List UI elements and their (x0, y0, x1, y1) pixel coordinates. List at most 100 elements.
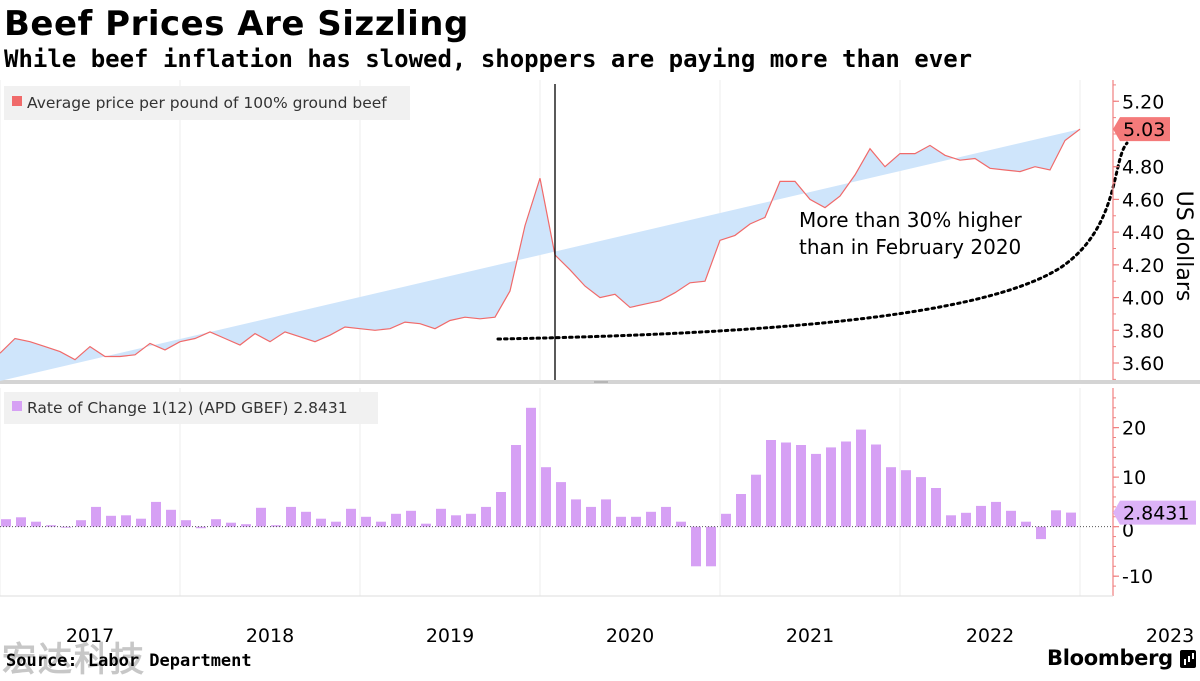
roc-bar (121, 515, 131, 527)
roc-last-value-label: 2.8431 (1123, 503, 1189, 525)
roc-bar (631, 516, 641, 527)
roc-bar (211, 519, 221, 527)
roc-bar (796, 445, 806, 527)
x-tick-label: 2021 (786, 625, 834, 647)
roc-bar (931, 488, 941, 527)
roc-bar (286, 506, 296, 527)
x-tick-label: 2020 (606, 625, 654, 647)
price-y-tick-label: 4.20 (1122, 255, 1164, 277)
roc-bar (271, 525, 281, 527)
annotation-line: More than 30% higher (799, 208, 1022, 232)
roc-bar (961, 512, 971, 527)
price-legend-swatch (12, 96, 22, 106)
roc-bar (256, 507, 266, 527)
price-legend-box (4, 86, 410, 120)
roc-bar (46, 525, 56, 527)
roc-bar (736, 494, 746, 527)
roc-bar (316, 518, 326, 527)
price-y-tick-label: 4.60 (1122, 189, 1164, 211)
roc-bar (691, 526, 701, 567)
price-y-tick-label: 5.20 (1122, 91, 1164, 113)
roc-y-tick-label: 0 (1122, 520, 1134, 542)
roc-y-tick-label: 10 (1122, 467, 1146, 489)
roc-bar (826, 447, 836, 527)
roc-bar (481, 506, 491, 527)
chart-title: Beef Prices Are Sizzling (4, 4, 469, 44)
roc-bar (391, 513, 401, 527)
roc-bar (1021, 521, 1031, 527)
roc-bar (106, 515, 116, 527)
roc-bar (646, 511, 656, 527)
roc-bar (946, 515, 956, 527)
roc-bar (676, 521, 686, 527)
roc-bar (1006, 510, 1016, 527)
chart-badge-icon (1180, 650, 1196, 668)
roc-bar (181, 520, 191, 527)
roc-last-value-badge (1113, 500, 1196, 525)
price-y-tick-label: 3.80 (1122, 320, 1164, 342)
source-note: Source: Labor Department (6, 651, 252, 671)
price-y-tick-label: 4.40 (1122, 222, 1164, 244)
roc-bar (811, 453, 821, 527)
price-y-tick-label: 4.80 (1122, 157, 1164, 179)
roc-bar (571, 499, 581, 527)
roc-bar (421, 523, 431, 527)
chart-subtitle: While beef inflation has slowed, shopper… (4, 45, 973, 73)
price-y-tick-label: 4.00 (1122, 288, 1164, 310)
roc-legend-swatch (12, 401, 22, 411)
roc-bar (361, 516, 371, 527)
roc-bar (91, 506, 101, 527)
roc-bar (1, 519, 11, 527)
roc-bar (706, 526, 716, 567)
roc-bar (136, 518, 146, 527)
roc-bar (406, 510, 416, 527)
roc-bar (886, 467, 896, 527)
annotation-line: than in February 2020 (799, 235, 1021, 259)
price-series-line (0, 128, 1081, 361)
roc-bar (331, 521, 341, 527)
roc-bar (991, 501, 1001, 527)
roc-bar (151, 501, 161, 527)
roc-bar (436, 508, 446, 527)
roc-bar (856, 429, 866, 527)
price-y-tick-label: 3.60 (1122, 353, 1164, 375)
roc-bar (901, 470, 911, 527)
roc-bar (466, 513, 476, 527)
roc-bar (226, 522, 236, 527)
roc-bar (346, 508, 356, 527)
roc-bar (871, 444, 881, 527)
roc-legend-label: Rate of Change 1(12) (APD GBEF) 2.8431 (27, 399, 348, 417)
roc-bar (1066, 512, 1076, 527)
roc-y-tick-label: 20 (1122, 418, 1146, 440)
roc-bar (451, 515, 461, 527)
roc-bar (166, 509, 176, 527)
x-tick-label: 2018 (246, 625, 294, 647)
roc-bar (661, 506, 671, 527)
roc-bar (31, 521, 41, 527)
dotted-comparison-curve (496, 141, 1129, 341)
price-last-value-label: 5.03 (1123, 119, 1165, 141)
price-area (0, 129, 1080, 381)
roc-bar (61, 526, 71, 528)
roc-bar (16, 517, 26, 527)
roc-legend-box (4, 392, 378, 424)
roc-bar (586, 506, 596, 527)
roc-bar (196, 526, 206, 529)
roc-bar (841, 441, 851, 527)
roc-bar (241, 524, 251, 527)
roc-bar (511, 445, 521, 527)
roc-bar (1051, 510, 1061, 527)
watermark-text: 宏达科技 (2, 640, 146, 680)
price-legend-label: Average price per pound of 100% ground b… (27, 94, 387, 112)
price-y-axis-title: US dollars (1171, 191, 1196, 302)
roc-bar (526, 407, 536, 527)
roc-bar (616, 516, 626, 527)
roc-bar (556, 482, 566, 527)
brand-logo: Bloomberg (1047, 646, 1173, 670)
roc-bar (376, 521, 386, 527)
roc-bar (781, 442, 791, 527)
roc-bar (301, 511, 311, 527)
roc-bar (1036, 526, 1046, 540)
roc-bar (976, 505, 986, 527)
